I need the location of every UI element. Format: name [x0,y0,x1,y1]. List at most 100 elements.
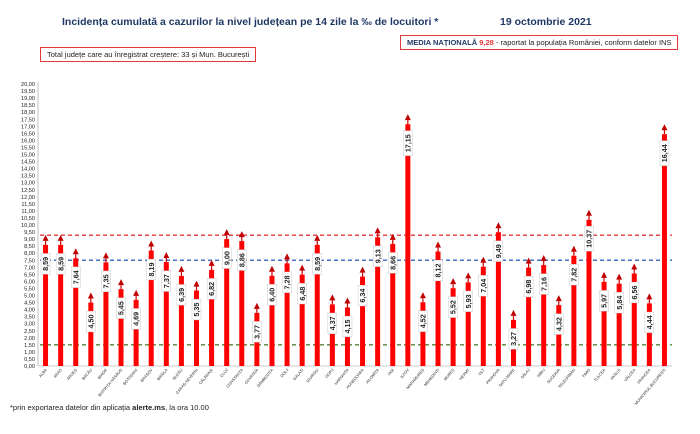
x-tick-label: BIHOR [96,367,108,380]
bar [103,262,109,366]
trend-arrow-up-icon [223,229,230,236]
y-tick-label: 2,50 [24,329,35,335]
data-label: 5,52 [449,300,458,314]
data-label-group: 6,56 [629,281,639,304]
trend-arrow-up-icon [118,279,125,286]
data-label-box [388,252,398,274]
data-label-group: 4,69 [131,308,141,330]
trend-arrow-up-icon [510,309,517,316]
x-tick-label: ARGEȘ [65,367,78,381]
y-tick-label: 20,00 [21,82,35,88]
bar [224,239,230,366]
data-label: 4,37 [328,316,337,330]
trend-arrow-up-icon [329,294,336,301]
bar [541,265,547,366]
data-label-box [403,130,413,156]
data-label-box [267,284,277,306]
trend-arrow-up-icon [480,256,487,263]
data-label-group: 5,35 [191,298,202,321]
data-label-group: 9,13 [372,245,383,267]
data-label-box [116,297,126,319]
data-label-group: 6,82 [206,278,217,300]
x-tick-label: CLUJ [219,367,229,378]
trend-arrow-up-icon [359,266,366,273]
bar [314,244,320,366]
chart-title: Incidența cumulată a cazurilor la nivel … [62,16,439,28]
data-label: 9,13 [373,249,382,263]
y-tick-label: 13,00 [21,181,35,187]
data-label-box [538,273,549,295]
data-label: 6,48 [298,287,307,301]
y-tick-label: 10,00 [21,223,35,229]
x-tick-label: IAȘI [386,367,395,376]
data-label-box [312,253,322,275]
data-label-box [252,321,262,343]
y-tick-label: 6,50 [24,272,35,278]
y-tick-label: 11,50 [21,202,35,208]
data-label-box [40,253,51,275]
trend-arrow-up-icon [163,252,170,259]
trend-arrow-up-icon [661,124,668,131]
data-label-box [161,270,172,292]
data-label-box [478,275,489,297]
x-tick-label: BRĂILA [156,367,169,381]
data-label-box [191,298,202,321]
data-label: 8,59 [313,257,322,271]
data-label-group: 7,16 [538,273,549,295]
y-tick-label: 3,00 [24,322,35,328]
footer-post: , la ora 10.00 [165,403,209,412]
x-tick-label: GORJ [324,367,335,379]
bar [420,302,426,366]
data-label-group: 5,45 [116,297,126,319]
data-label-group: 4,15 [342,315,353,338]
data-label-group: 8,59 [312,253,322,275]
data-label-group: 7,35 [101,270,111,292]
y-tick-label: 6,00 [24,279,35,285]
y-tick-label: 10,50 [21,216,35,222]
x-tick-label: MUREȘ [443,367,456,381]
bar [480,266,486,366]
data-label-box [146,258,156,281]
x-tick-label: VASLUI [609,367,622,381]
data-label-group: 5,84 [614,292,624,314]
bar [133,299,139,366]
counties-increase-note: Total județe care au înregistrat creșter… [40,47,257,62]
bar [601,281,607,366]
data-label: 9,00 [222,251,231,265]
y-tick-label: 9,50 [24,230,35,236]
data-label-group: 8,66 [388,252,398,274]
bar [299,274,305,366]
data-label-box [629,281,639,304]
y-tick-label: 2,00 [24,336,35,342]
y-tick-label: 16,50 [21,131,35,137]
data-label-group: 7,37 [161,270,172,292]
x-tick-label: GALAȚI [292,367,305,381]
y-tick-label: 7,00 [24,265,35,271]
data-label-group: 6,40 [267,284,277,306]
trend-arrow-up-icon [601,271,608,278]
trend-arrow-up-icon [495,222,502,229]
bar [43,244,49,366]
bar [58,244,64,366]
y-tick-label: 7,50 [24,258,35,264]
x-tick-label: BACĂU [81,367,94,381]
y-tick-label: 15,00 [21,153,35,159]
x-tick-label: VÂLCEA [623,367,637,382]
data-label-group: 5,93 [463,290,473,312]
y-tick-label: 3,50 [24,315,35,321]
y-tick-label: 18,00 [21,110,35,116]
data-label: 5,93 [464,294,473,308]
trend-arrow-up-icon [344,297,351,304]
data-label-group: 7,82 [569,264,579,286]
y-tick-label: 12,50 [21,188,35,194]
bar [269,275,275,366]
data-label-group: 8,59 [40,253,51,275]
bar [239,241,245,366]
bar [556,305,562,366]
x-tick-label: MEHEDINȚI [423,367,441,387]
trend-arrow-up-icon [540,255,547,262]
y-tick-label: 4,00 [24,308,35,314]
x-tick-label: TULCEA [593,367,607,382]
trend-arrow-up-icon [208,259,215,266]
